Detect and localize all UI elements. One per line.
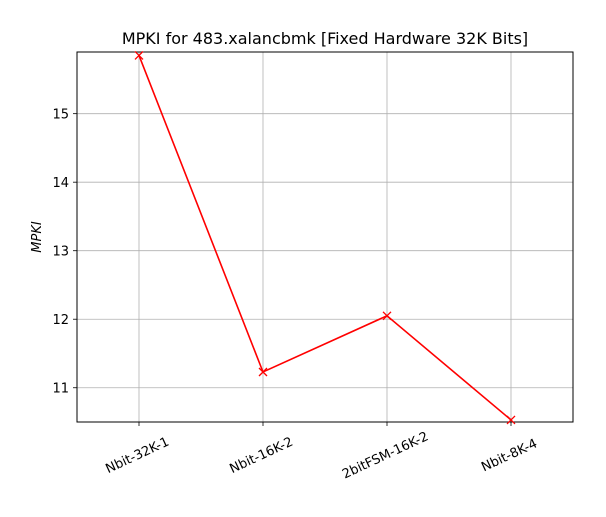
y-tick-label: 12 bbox=[52, 313, 69, 328]
y-axis-label: MPKI bbox=[30, 221, 45, 253]
data-point bbox=[258, 367, 268, 377]
series-line bbox=[138, 55, 512, 421]
y-tick-label: 13 bbox=[52, 245, 69, 260]
x-tick-label: 2bitFSM-16K-2 bbox=[340, 429, 431, 482]
y-tick-label: 15 bbox=[52, 108, 69, 123]
data-point bbox=[134, 50, 144, 60]
grid bbox=[77, 52, 573, 422]
y-axis: 11 12 13 14 15 bbox=[52, 108, 77, 397]
x-axis: Nbit-32K-1 Nbit-16K-2 2bitFSM-16K-2 Nbit-8K… bbox=[104, 422, 540, 482]
series-group bbox=[134, 50, 516, 425]
y-tick-label: 14 bbox=[52, 176, 69, 191]
x-tick-label: Nbit-32K-1 bbox=[104, 435, 172, 477]
x-tick-label: Nbit-8K-4 bbox=[479, 436, 540, 475]
x-tick-label: Nbit-16K-2 bbox=[228, 435, 296, 477]
data-point bbox=[382, 311, 392, 321]
y-tick-label: 11 bbox=[52, 382, 69, 397]
data-point bbox=[506, 415, 516, 425]
chart-title: MPKI for 483.xalancbmk [Fixed Hardware 3… bbox=[122, 29, 528, 48]
plot-area bbox=[76, 51, 574, 423]
